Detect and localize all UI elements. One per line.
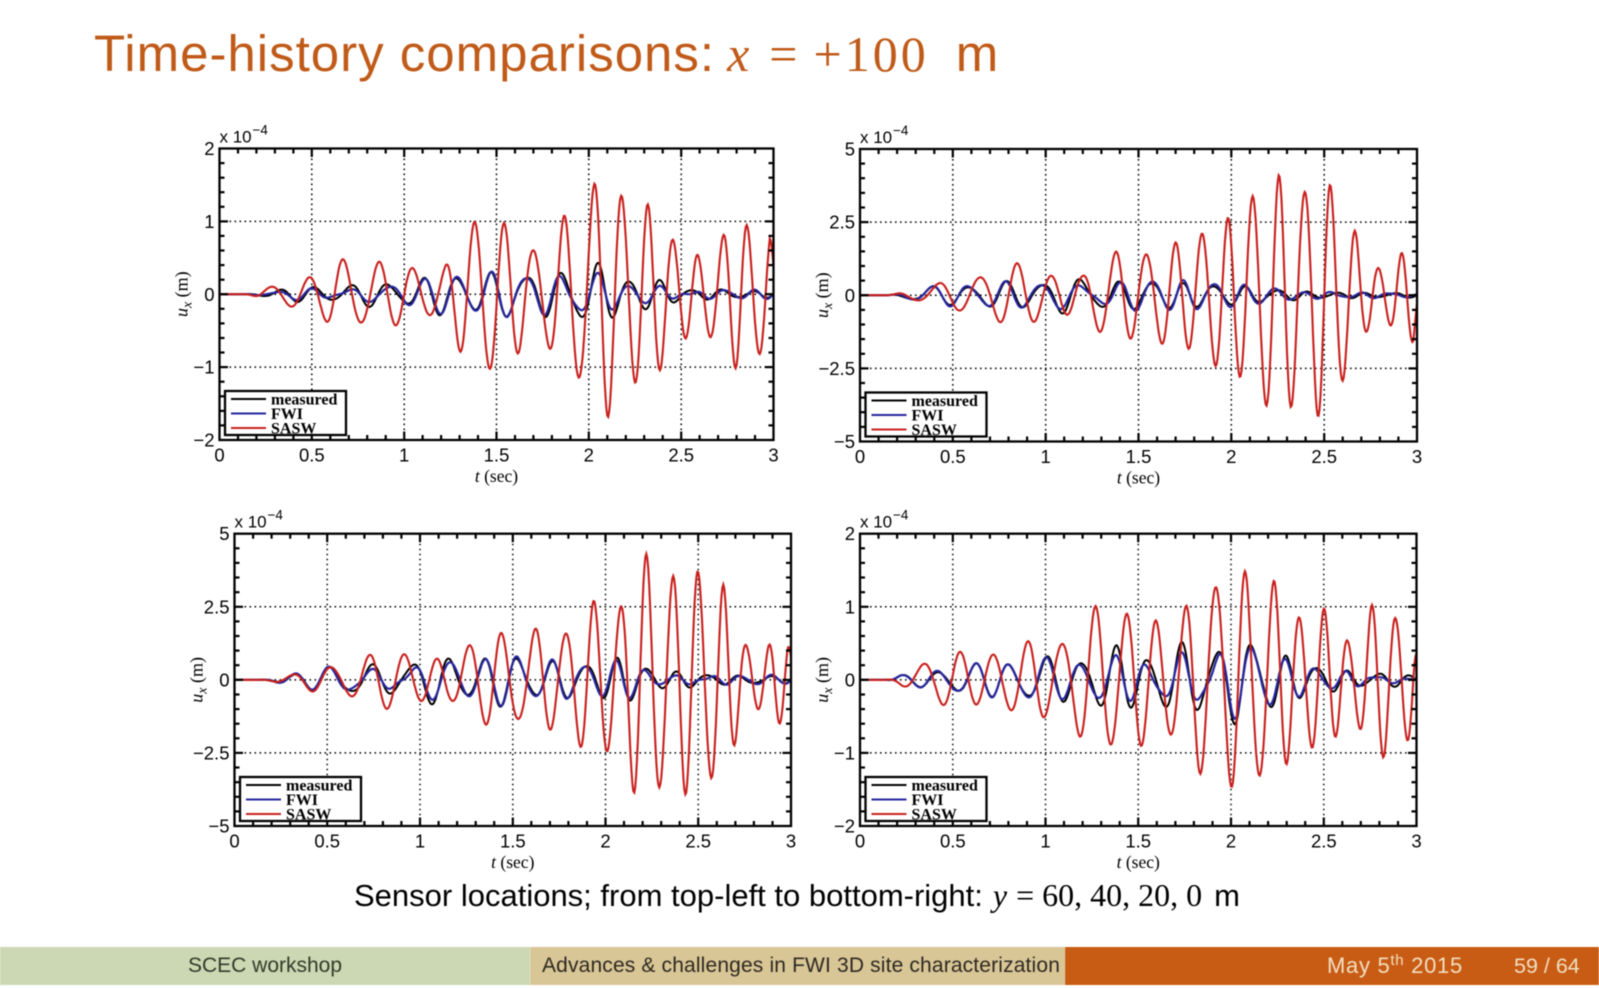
svg-text:−4: −4 (268, 508, 284, 523)
svg-text:2: 2 (845, 523, 855, 544)
svg-text:−1: −1 (193, 357, 214, 378)
svg-text:1.5: 1.5 (1125, 831, 1151, 852)
svg-text:ux (m): ux (m) (812, 657, 836, 703)
svg-text:0: 0 (219, 669, 229, 690)
svg-text:−4: −4 (893, 508, 909, 523)
svg-text:1: 1 (415, 831, 425, 852)
svg-text:2.5: 2.5 (204, 596, 230, 617)
svg-text:x 10: x 10 (860, 128, 892, 147)
svg-text:3: 3 (1412, 446, 1422, 467)
svg-text:1: 1 (204, 211, 214, 232)
svg-text:1: 1 (1041, 446, 1051, 467)
svg-text:0: 0 (855, 831, 865, 852)
svg-text:−5: −5 (208, 816, 229, 837)
svg-text:0.5: 0.5 (314, 831, 340, 852)
svg-text:0: 0 (204, 284, 214, 305)
svg-text:1.5: 1.5 (484, 445, 510, 466)
svg-text:3: 3 (768, 445, 778, 466)
svg-text:measured: measured (271, 392, 337, 409)
svg-text:1: 1 (399, 445, 409, 466)
svg-text:SASW: SASW (286, 807, 331, 824)
svg-text:2: 2 (1226, 831, 1236, 852)
svg-text:−2.5: −2.5 (818, 358, 855, 379)
svg-text:t (sec): t (sec) (1117, 852, 1160, 872)
svg-text:SASW: SASW (912, 422, 957, 439)
svg-text:0: 0 (845, 285, 855, 306)
svg-text:0: 0 (214, 445, 224, 466)
svg-text:1.5: 1.5 (1126, 446, 1152, 467)
svg-text:SASW: SASW (912, 807, 957, 824)
svg-text:1: 1 (1040, 831, 1050, 852)
svg-text:2.5: 2.5 (668, 445, 694, 466)
svg-text:FWI: FWI (286, 792, 318, 809)
svg-text:2.5: 2.5 (1311, 446, 1337, 467)
svg-text:2: 2 (1226, 446, 1236, 467)
svg-text:2: 2 (204, 138, 214, 159)
svg-text:t (sec): t (sec) (475, 466, 518, 486)
svg-text:0.5: 0.5 (940, 831, 966, 852)
svg-text:2.5: 2.5 (685, 831, 711, 852)
svg-text:t (sec): t (sec) (491, 852, 534, 872)
svg-text:5: 5 (845, 139, 855, 160)
svg-text:t (sec): t (sec) (1117, 468, 1160, 488)
svg-text:−2: −2 (834, 816, 855, 837)
svg-text:FWI: FWI (912, 408, 944, 425)
svg-text:−2: −2 (193, 430, 214, 451)
svg-text:0: 0 (855, 446, 865, 467)
svg-text:5: 5 (219, 523, 229, 544)
svg-text:−5: −5 (834, 431, 855, 452)
svg-text:x 10: x 10 (860, 513, 892, 532)
svg-text:3: 3 (786, 831, 796, 852)
svg-text:ux (m): ux (m) (172, 271, 196, 317)
svg-text:2.5: 2.5 (1311, 831, 1337, 852)
svg-text:−4: −4 (893, 123, 909, 138)
svg-text:−4: −4 (253, 123, 269, 138)
svg-text:3: 3 (1411, 831, 1421, 852)
svg-text:2.5: 2.5 (829, 212, 855, 233)
svg-text:0: 0 (229, 831, 239, 852)
svg-text:0.5: 0.5 (299, 445, 325, 466)
svg-text:measured: measured (912, 778, 978, 795)
svg-text:x 10: x 10 (235, 513, 267, 532)
svg-text:ux (m): ux (m) (187, 657, 211, 703)
svg-text:measured: measured (912, 393, 978, 410)
svg-text:SASW: SASW (271, 421, 316, 438)
svg-text:FWI: FWI (912, 792, 944, 809)
svg-text:FWI: FWI (271, 406, 303, 423)
svg-text:1.5: 1.5 (500, 831, 526, 852)
svg-text:ux (m): ux (m) (812, 272, 836, 318)
svg-text:x 10: x 10 (220, 128, 252, 147)
svg-text:measured: measured (286, 778, 352, 795)
svg-text:2: 2 (584, 445, 594, 466)
svg-text:2: 2 (600, 831, 610, 852)
svg-text:−1: −1 (834, 742, 855, 763)
svg-text:0.5: 0.5 (940, 446, 966, 467)
svg-text:−2.5: −2.5 (193, 742, 230, 763)
svg-text:1: 1 (845, 596, 855, 617)
svg-text:0: 0 (845, 669, 855, 690)
